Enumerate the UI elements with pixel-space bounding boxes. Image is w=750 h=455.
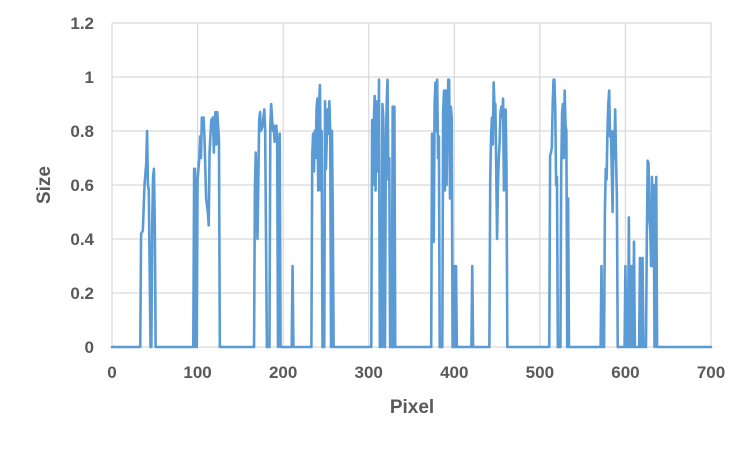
y-tick-label: 0.8 (70, 122, 94, 141)
y-axis-ticks: 0 0.2 0.4 0.6 0.8 1 1.2 (70, 14, 94, 357)
gridlines (111, 22, 712, 348)
x-axis-title: Pixel (390, 397, 434, 418)
y-tick-label: 1.2 (70, 14, 94, 33)
y-axis-title: Size (34, 166, 55, 204)
series-line-1 (110, 78, 395, 349)
y-tick-label: 0.6 (70, 176, 94, 195)
y-tick-label: 0.4 (70, 230, 94, 249)
x-tick-label: 600 (611, 363, 639, 382)
x-tick-label: 300 (355, 363, 383, 382)
x-tick-label: 200 (269, 363, 297, 382)
x-tick-label: 700 (697, 363, 725, 382)
y-tick-label: 0 (85, 338, 94, 357)
x-tick-label: 100 (183, 363, 211, 382)
x-tick-label: 500 (526, 363, 554, 382)
x-tick-label: 400 (440, 363, 468, 382)
x-axis-ticks: 0 100 200 300 400 500 600 700 (107, 363, 725, 382)
series-layer (110, 78, 713, 349)
x-tick-label: 0 (107, 363, 116, 382)
y-tick-label: 1 (85, 68, 94, 87)
y-tick-label: 0.2 (70, 284, 94, 303)
series-line-2 (392, 78, 713, 349)
